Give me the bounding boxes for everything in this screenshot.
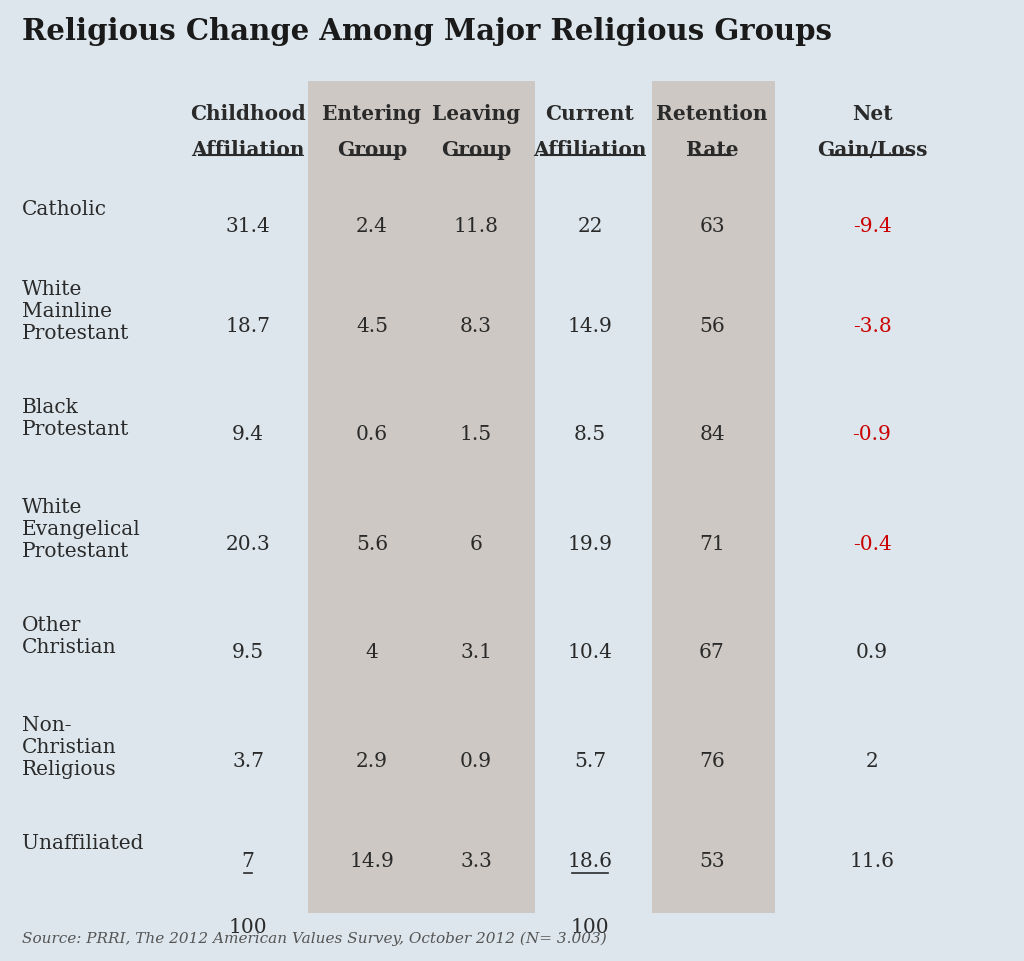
Text: 19.9: 19.9	[567, 534, 612, 553]
Text: Non-: Non-	[22, 715, 72, 734]
Text: 10.4: 10.4	[567, 643, 612, 662]
Text: 2: 2	[865, 752, 879, 771]
Text: 56: 56	[699, 316, 725, 335]
Text: 3.3: 3.3	[460, 851, 492, 871]
Text: 14.9: 14.9	[567, 316, 612, 335]
Text: Group: Group	[441, 140, 511, 160]
Text: Mainline: Mainline	[22, 302, 112, 321]
Text: 6: 6	[470, 534, 482, 553]
Text: 1.5: 1.5	[460, 425, 493, 444]
Text: Catholic: Catholic	[22, 200, 106, 219]
Text: 2.9: 2.9	[356, 752, 388, 771]
Text: Christian: Christian	[22, 637, 117, 656]
Text: Other: Other	[22, 615, 81, 634]
Text: Religious Change Among Major Religious Groups: Religious Change Among Major Religious G…	[22, 17, 831, 46]
Text: -0.4: -0.4	[853, 534, 891, 553]
Text: Protestant: Protestant	[22, 541, 129, 560]
Text: Protestant: Protestant	[22, 324, 129, 343]
Text: Current: Current	[546, 104, 635, 124]
Text: 100: 100	[570, 917, 609, 936]
Text: 8.5: 8.5	[573, 425, 606, 444]
Text: 63: 63	[699, 217, 725, 236]
Text: Leaving: Leaving	[432, 104, 520, 124]
Text: 0.9: 0.9	[460, 752, 493, 771]
Text: Affiliation: Affiliation	[534, 140, 647, 160]
Text: 11.6: 11.6	[850, 851, 895, 871]
Text: Black: Black	[22, 398, 79, 416]
Text: 76: 76	[699, 752, 725, 771]
Text: 100: 100	[228, 917, 267, 936]
Text: 7: 7	[242, 851, 254, 871]
Text: 8.3: 8.3	[460, 316, 492, 335]
Text: 4.5: 4.5	[356, 316, 388, 335]
Text: Gain/Loss: Gain/Loss	[817, 140, 928, 160]
Text: Rate: Rate	[686, 140, 738, 160]
Text: 20.3: 20.3	[225, 534, 270, 553]
Text: Evangelical: Evangelical	[22, 520, 140, 538]
Text: 0.9: 0.9	[856, 643, 888, 662]
Text: -0.9: -0.9	[853, 425, 892, 444]
Text: Religious: Religious	[22, 759, 117, 778]
Text: 22: 22	[578, 217, 603, 236]
Text: -3.8: -3.8	[853, 316, 891, 335]
Text: 9.5: 9.5	[232, 643, 264, 662]
Text: 2.4: 2.4	[356, 217, 388, 236]
Text: Christian: Christian	[22, 737, 117, 756]
Text: 14.9: 14.9	[349, 851, 394, 871]
Text: 11.8: 11.8	[454, 217, 499, 236]
Text: 53: 53	[699, 851, 725, 871]
Text: Childhood: Childhood	[190, 104, 306, 124]
Text: 18.6: 18.6	[567, 851, 612, 871]
Text: Source: PRRI, The 2012 American Values Survey, October 2012 (N= 3.003): Source: PRRI, The 2012 American Values S…	[22, 931, 607, 946]
Text: Affiliation: Affiliation	[191, 140, 305, 160]
Text: 9.4: 9.4	[232, 425, 264, 444]
Text: Group: Group	[337, 140, 408, 160]
Text: 5.6: 5.6	[356, 534, 388, 553]
Text: 84: 84	[699, 425, 725, 444]
Text: 18.7: 18.7	[225, 316, 270, 335]
Text: 0.6: 0.6	[356, 425, 388, 444]
Text: 5.7: 5.7	[573, 752, 606, 771]
Text: 3.1: 3.1	[460, 643, 492, 662]
Text: Unaffiliated: Unaffiliated	[22, 833, 143, 852]
Text: 3.7: 3.7	[232, 752, 264, 771]
Text: Entering: Entering	[323, 104, 422, 124]
Text: 4: 4	[366, 643, 379, 662]
Text: Net: Net	[852, 104, 892, 124]
Text: -9.4: -9.4	[853, 217, 891, 236]
Bar	[308, 82, 535, 913]
Text: Retention: Retention	[656, 104, 768, 124]
Text: Protestant: Protestant	[22, 420, 129, 438]
Text: 67: 67	[699, 643, 725, 662]
Text: 71: 71	[699, 534, 725, 553]
Text: White: White	[22, 498, 82, 516]
Text: White: White	[22, 280, 82, 299]
Text: 31.4: 31.4	[225, 217, 270, 236]
Bar	[652, 82, 775, 913]
